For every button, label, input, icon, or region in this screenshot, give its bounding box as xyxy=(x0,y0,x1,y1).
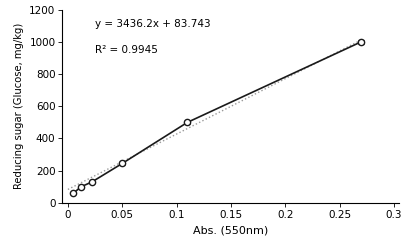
X-axis label: Abs. (550nm): Abs. (550nm) xyxy=(193,225,268,235)
Text: R² = 0.9945: R² = 0.9945 xyxy=(95,45,158,55)
Y-axis label: Reducing sugar (Glucose, mg/kg): Reducing sugar (Glucose, mg/kg) xyxy=(14,23,24,189)
Text: y = 3436.2x + 83.743: y = 3436.2x + 83.743 xyxy=(95,19,211,29)
